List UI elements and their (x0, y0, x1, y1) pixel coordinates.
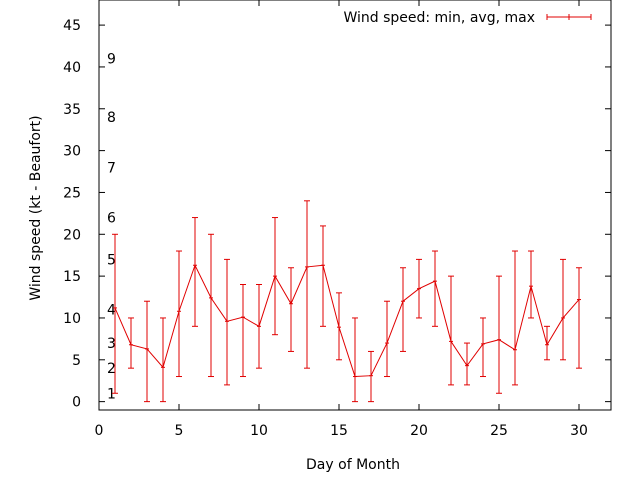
beaufort-label: 9 (107, 52, 116, 68)
y-tick-label: 35 (63, 102, 81, 118)
x-tick-label: 30 (570, 423, 588, 439)
legend-label: Wind speed: min, avg, max (343, 10, 535, 26)
beaufort-label: 1 (107, 386, 116, 402)
avg-line (114, 263, 580, 378)
legend: Wind speed: min, avg, max (343, 10, 592, 26)
y-tick-label: 10 (63, 311, 81, 327)
y-tick-label: 20 (63, 227, 81, 243)
plot-frame (98, 0, 612, 411)
beaufort-label: 2 (107, 361, 116, 377)
beaufort-label: 3 (107, 336, 116, 352)
y-tick-label: 45 (63, 18, 81, 34)
beaufort-labels: 1 2 3 4 5 6 7 8 9 (107, 52, 116, 403)
x-axis-label: Day of Month (306, 457, 400, 473)
x-tick-label: 5 (175, 423, 184, 439)
beaufort-label: 6 (107, 211, 116, 227)
beaufort-label: 7 (107, 160, 116, 176)
x-tick-label: 0 (95, 423, 104, 439)
x-tick-label: 10 (250, 423, 268, 439)
y-tick-label: 15 (63, 269, 81, 285)
beaufort-label: 8 (107, 110, 116, 126)
y-tick-label: 0 (72, 395, 81, 411)
y-tick-label: 40 (63, 60, 81, 76)
y-tick-label: 5 (72, 353, 81, 369)
x-tick-label: 20 (410, 423, 428, 439)
beaufort-label: 5 (107, 252, 116, 268)
y-tick-label: 30 (63, 144, 81, 160)
x-tick-label: 15 (330, 423, 348, 439)
y-axis-label: Wind speed (kt - Beaufort) (28, 115, 44, 300)
x-tick-label: 25 (490, 423, 508, 439)
beaufort-label: 4 (107, 303, 116, 319)
series-layer (112, 200, 582, 403)
y-tick-label: 25 (63, 185, 81, 201)
